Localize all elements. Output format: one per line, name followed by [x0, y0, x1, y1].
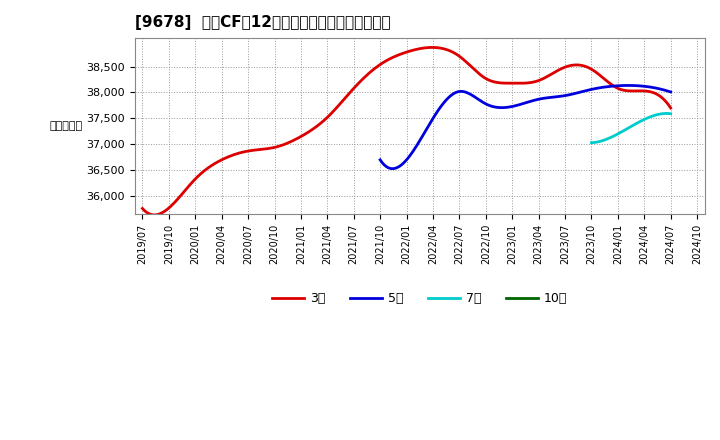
Line: 5年: 5年: [380, 85, 670, 169]
5年: [376, 157, 384, 162]
Legend: 3年, 5年, 7年, 10年: 3年, 5年, 7年, 10年: [267, 287, 572, 310]
3年: [428, 45, 436, 50]
7年: [662, 111, 671, 116]
5年: [389, 166, 397, 171]
3年: [138, 206, 147, 211]
Text: [9678]  営業CFの12か月移動合計の平均値の推移: [9678] 営業CFの12か月移動合計の平均値の推移: [135, 15, 390, 30]
Line: 7年: 7年: [591, 114, 670, 143]
3年: [454, 53, 463, 59]
3年: [465, 62, 474, 67]
5年: [621, 83, 630, 88]
3年: [140, 208, 148, 213]
7年: [666, 111, 675, 116]
7年: [634, 120, 643, 125]
3年: [666, 106, 675, 111]
7年: [587, 140, 595, 145]
Line: 3年: 3年: [143, 48, 670, 215]
7年: [659, 111, 667, 116]
5年: [377, 158, 385, 164]
5年: [666, 89, 675, 95]
7年: [634, 120, 643, 125]
3年: [587, 66, 595, 72]
3年: [621, 88, 629, 93]
Y-axis label: （百万円）: （百万円）: [50, 121, 83, 131]
7年: [654, 112, 662, 117]
3年: [150, 212, 159, 217]
5年: [641, 84, 649, 89]
5年: [550, 95, 559, 100]
7年: [588, 140, 596, 145]
7年: [636, 119, 644, 124]
5年: [624, 83, 632, 88]
3年: [456, 55, 464, 60]
5年: [554, 94, 563, 99]
5年: [549, 95, 557, 100]
